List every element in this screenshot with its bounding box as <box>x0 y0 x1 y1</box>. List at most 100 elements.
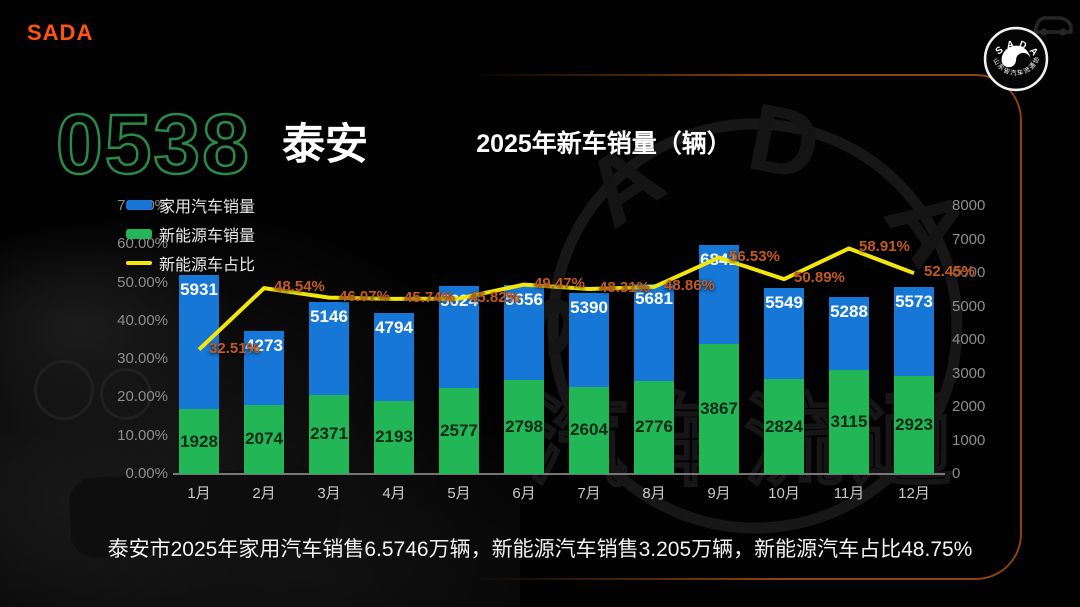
bar-total: 5931 1928 <box>179 275 219 474</box>
chart-title: 2025年新车销量（辆） <box>476 130 732 158</box>
bar-total: 6841 3867 <box>699 244 739 474</box>
ev-share-point-label: 52.45% <box>924 263 975 281</box>
bar-ev-label: 2776 <box>635 417 673 437</box>
bar-total: 5573 2923 <box>894 287 934 474</box>
bar-total-label: 5573 <box>895 292 933 312</box>
ev-share-point-label: 45.82% <box>469 288 520 306</box>
ev-share-point-label: 58.91% <box>859 238 910 256</box>
city-name: 泰安 <box>282 121 368 169</box>
bar-total: 5656 2798 <box>504 284 544 474</box>
bar-total-label: 5931 <box>180 280 218 300</box>
decorative-frame-line <box>0 74 1022 580</box>
x-axis-category-label: 11月 <box>833 485 865 502</box>
x-axis-category-label: 3月 <box>317 485 341 502</box>
summary-text: 泰安市2025年家用汽车销售6.5746万辆，新能源汽车销售3.205万辆，新能… <box>107 538 973 561</box>
bar-ev-label: 2824 <box>765 416 803 436</box>
bar-total-label: 5681 <box>635 288 673 308</box>
right-axis-tick-label: 4000 <box>952 331 986 348</box>
legend-item-household: 家用汽车销量 <box>126 194 255 216</box>
bar-total-label: 5656 <box>505 289 543 309</box>
x-axis-category-label: 5月 <box>447 485 471 502</box>
x-axis-line <box>173 473 945 475</box>
right-axis-tick-label: 6000 <box>952 264 986 281</box>
bar-ev-segment: 2577 <box>439 387 479 474</box>
x-axis-category-label: 12月 <box>898 485 930 502</box>
ev-share-point-label: 32.51% <box>209 339 260 357</box>
bar-ev-segment: 2776 <box>634 381 674 474</box>
bar-ev-segment: 2193 <box>374 400 414 474</box>
left-axis-tick-label: 40.00% <box>117 311 168 329</box>
bar-total: 5549 2824 <box>764 288 804 474</box>
sada-logo: SADA <box>27 20 94 45</box>
ev-share-point-label: 50.89% <box>794 269 845 287</box>
bar-ev-label: 2577 <box>440 420 478 440</box>
bar-ev-label: 1928 <box>180 431 218 451</box>
right-axis-tick-label: 8000 <box>952 197 986 214</box>
bar-total: 5146 2371 <box>309 301 349 474</box>
right-axis-tick-label: 1000 <box>952 431 986 449</box>
bar-total: 5390 2604 <box>569 293 609 474</box>
legend-line-icon <box>126 261 152 265</box>
bar-ev-label: 2923 <box>895 415 933 435</box>
bar-ev-label: 2371 <box>310 424 348 444</box>
left-axis-tick-label: 30.00% <box>117 350 168 368</box>
x-axis-category-label: 6月 <box>512 485 536 502</box>
right-axis-tick-label: 2000 <box>952 398 986 415</box>
legend-item-nev-share: 新能源车占比 <box>126 252 255 274</box>
bar-total: 5681 2776 <box>634 283 674 474</box>
ev-share-line <box>197 246 915 351</box>
legend-swatch-blue-icon <box>126 200 152 210</box>
right-axis-tick-label: 0 <box>952 465 961 482</box>
x-axis-category-label: 2月 <box>252 485 276 502</box>
bar-ev-label: 2074 <box>245 429 283 449</box>
headlight-ring-icon <box>100 368 152 420</box>
bar-total-label: 4273 <box>245 335 283 355</box>
bar-total-label: 5288 <box>830 301 868 321</box>
right-axis-tick-label: 5000 <box>952 297 986 315</box>
bar-total-label: 5549 <box>765 293 803 313</box>
sada-badge-logo: SADA 山东省汽车流通协会 <box>983 26 1049 92</box>
bar-ev-segment: 2371 <box>309 394 349 474</box>
bar-ev-segment: 1928 <box>179 409 219 474</box>
bar-ev-segment: 2074 <box>244 404 284 474</box>
bar-ev-label: 2604 <box>570 420 608 440</box>
ev-share-point-label: 49.47% <box>534 274 585 292</box>
bar-total-label: 5146 <box>310 306 348 326</box>
right-axis-tick-label: 3000 <box>952 364 986 382</box>
x-axis-category-label: 1月 <box>187 485 211 502</box>
bar-ev-segment: 2798 <box>504 380 544 474</box>
bar-total-label: 5390 <box>570 298 608 318</box>
bar-ev-label: 2193 <box>375 427 413 447</box>
area-code: 0538 <box>55 96 251 193</box>
bar-total: 5624 2577 <box>439 285 479 474</box>
left-axis-tick-label: 60.00% <box>117 235 168 253</box>
legend-label: 新能源车销量 <box>159 228 256 245</box>
bar-ev-label: 3867 <box>700 399 738 419</box>
legend: 家用汽车销量 新能源车销量 新能源车占比 <box>126 194 255 281</box>
x-axis-category-label: 7月 <box>577 485 601 502</box>
bar-total: 5288 3115 <box>829 296 869 474</box>
ev-share-point-label: 56.53% <box>729 247 780 265</box>
legend-label: 新能源车占比 <box>159 257 256 274</box>
left-axis-tick-label: 10.00% <box>117 426 168 444</box>
legend-label: 家用汽车销量 <box>159 199 256 216</box>
car-icon <box>1033 16 1073 36</box>
bar-ev-segment: 2923 <box>894 376 934 474</box>
bar-ev-label: 3115 <box>830 411 868 431</box>
ev-share-point-label: 48.31% <box>599 279 650 297</box>
left-axis-tick-label: 50.00% <box>117 273 168 291</box>
legend-swatch-green-icon <box>126 229 152 239</box>
ev-share-point-label: 48.86% <box>664 276 715 294</box>
left-axis-tick-label: 20.00% <box>117 388 168 406</box>
bar-ev-label: 2798 <box>505 417 543 437</box>
x-axis-category-label: 9月 <box>707 485 731 502</box>
headlight-ring-icon <box>34 360 94 420</box>
ev-share-point-label: 48.54% <box>274 278 325 296</box>
left-axis-tick-label: 0.00% <box>125 465 168 482</box>
x-axis-category-label: 10月 <box>768 485 800 502</box>
bar-ev-segment: 2824 <box>764 379 804 474</box>
bar-total: 4273 2074 <box>244 330 284 474</box>
ev-share-point-label: 46.07% <box>339 287 390 305</box>
bar-ev-segment: 3867 <box>699 344 739 474</box>
